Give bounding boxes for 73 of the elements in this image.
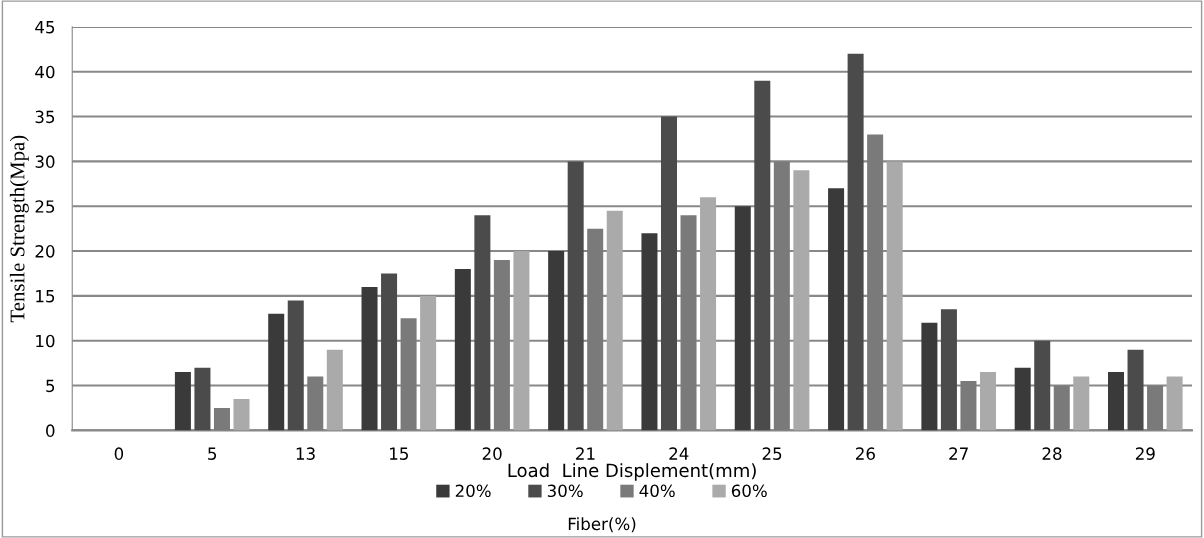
bar (979, 372, 996, 431)
bar (174, 372, 191, 431)
bar (268, 313, 285, 431)
y-axis-title: Tensile Strength(Mpa) (9, 135, 29, 323)
bar (1127, 349, 1144, 431)
x-tick-label: 5 (208, 447, 217, 460)
y-tick-label: 10 (36, 334, 55, 348)
y-tick-label: 15 (36, 290, 55, 303)
x-axis-title: Load Line Displement(mm) (508, 463, 756, 481)
x-tick-label: 28 (1042, 447, 1062, 460)
bar (828, 188, 845, 431)
legend-label: 20% (455, 484, 491, 498)
bar (1034, 340, 1051, 431)
bar (1073, 376, 1090, 431)
bar (513, 251, 530, 431)
bar (587, 228, 604, 431)
y-tick-label: 25 (35, 200, 55, 213)
legend-label: 60% (731, 484, 767, 498)
bar (660, 116, 677, 431)
bar (213, 407, 230, 431)
x-tick-label: 24 (669, 447, 689, 460)
bar (886, 161, 903, 431)
bar (1014, 367, 1031, 431)
bar (454, 269, 471, 431)
bar (734, 206, 751, 431)
y-tick-label: 20 (35, 245, 55, 258)
x-tick-label: 29 (1135, 447, 1155, 460)
x-tick-label: 25 (762, 447, 782, 460)
x-tick-label: 20 (482, 447, 502, 460)
bar (381, 273, 398, 431)
bar (194, 367, 211, 431)
bar (287, 300, 304, 431)
bar (307, 376, 324, 431)
y-tick-label: 40 (35, 65, 55, 79)
bar (493, 260, 510, 431)
bar (1108, 372, 1125, 431)
x-tick-label: 26 (855, 447, 875, 460)
y-tick-label: 5 (46, 379, 55, 393)
bar (361, 286, 378, 431)
legend-label: 40% (639, 484, 675, 498)
x-tick-label: 0 (114, 447, 124, 460)
bar (847, 53, 864, 431)
bar (700, 197, 717, 431)
bar (400, 318, 417, 431)
bar (940, 309, 957, 431)
bar (793, 170, 810, 431)
legend-title: Fiber(%) (568, 517, 636, 533)
y-tick-label: 0 (46, 424, 55, 437)
bar (233, 399, 250, 431)
bar (960, 381, 977, 431)
bar (1147, 385, 1164, 431)
bar (773, 161, 790, 431)
legend-label: 30% (547, 484, 583, 498)
bar (921, 322, 938, 431)
bar (326, 349, 343, 431)
y-tick-label: 35 (35, 110, 55, 124)
bar (754, 80, 771, 431)
bar (420, 295, 437, 431)
x-tick-label: 15 (390, 447, 408, 460)
y-tick-label: 45 (35, 21, 55, 34)
bar (641, 233, 658, 431)
bar (867, 134, 884, 431)
x-tick-label: 13 (296, 447, 315, 460)
bar (1053, 385, 1070, 431)
x-tick-label: 21 (576, 447, 595, 460)
bar (680, 215, 697, 431)
bar (548, 251, 565, 431)
y-tick-label: 30 (35, 155, 55, 168)
bar (474, 215, 491, 431)
bar (606, 210, 623, 431)
bar (1166, 376, 1183, 431)
bar (567, 161, 584, 431)
x-tick-label: 27 (949, 447, 968, 460)
